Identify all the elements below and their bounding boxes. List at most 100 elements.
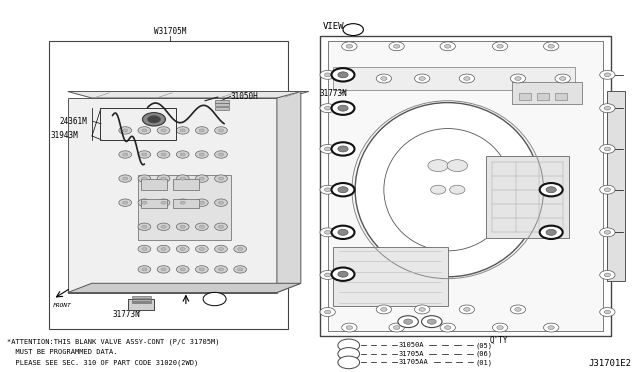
Circle shape [332,183,355,196]
Bar [141,179,167,190]
Circle shape [450,185,465,194]
Circle shape [600,70,615,79]
Bar [173,179,198,190]
Circle shape [157,223,170,231]
Bar [214,100,228,103]
Bar [214,103,228,106]
Text: 31773N: 31773N [320,89,348,98]
Circle shape [161,177,166,180]
Circle shape [320,308,335,317]
Circle shape [422,316,442,328]
Circle shape [324,188,331,192]
Circle shape [119,175,132,182]
Circle shape [176,127,189,134]
Text: FRONT: FRONT [53,303,72,308]
Circle shape [338,356,360,369]
Bar [132,296,151,298]
Circle shape [138,175,151,182]
Circle shape [195,245,208,253]
Circle shape [142,177,147,180]
Circle shape [338,146,348,152]
Polygon shape [277,92,301,292]
Circle shape [497,326,503,330]
Circle shape [214,151,227,158]
Circle shape [199,201,204,204]
Bar [132,302,151,304]
Circle shape [381,308,387,311]
Circle shape [338,339,360,352]
Circle shape [604,106,611,110]
Bar [49,41,288,329]
Circle shape [404,319,413,324]
Circle shape [338,72,348,78]
Circle shape [203,292,226,306]
Circle shape [324,106,331,110]
Circle shape [138,127,151,134]
Circle shape [555,74,570,83]
Circle shape [604,147,611,151]
Circle shape [338,105,348,111]
Circle shape [176,175,189,182]
Circle shape [543,42,559,51]
Circle shape [428,319,436,324]
Circle shape [510,305,525,314]
Bar [486,156,569,238]
Circle shape [195,223,208,231]
Circle shape [161,201,166,204]
Text: A: A [351,27,355,32]
Bar [328,41,603,331]
Circle shape [138,266,151,273]
Circle shape [119,199,132,206]
Circle shape [343,24,364,36]
Text: 31705AA: 31705AA [399,359,428,365]
Circle shape [543,323,559,332]
Text: *ATTENTION:THIS BLANK VALVE ASSY-CONT (P/C 31705M): *ATTENTION:THIS BLANK VALVE ASSY-CONT (P… [7,339,220,345]
Circle shape [460,305,474,314]
Circle shape [320,104,335,113]
Circle shape [195,199,208,206]
Circle shape [218,201,223,204]
Circle shape [497,44,503,48]
Circle shape [546,187,556,193]
Circle shape [157,151,170,158]
Bar [511,82,582,105]
Circle shape [138,245,151,253]
Circle shape [604,273,611,277]
Circle shape [142,247,147,250]
Bar [132,299,151,301]
Circle shape [234,266,246,273]
Circle shape [604,231,611,234]
Circle shape [419,77,426,80]
Circle shape [237,247,243,250]
Circle shape [195,127,208,134]
Circle shape [324,310,331,314]
Text: J31701E2: J31701E2 [589,359,632,368]
Circle shape [324,273,331,277]
Circle shape [464,308,470,311]
Circle shape [180,177,185,180]
Circle shape [176,245,189,253]
Circle shape [324,73,331,77]
Circle shape [415,305,430,314]
Circle shape [218,177,223,180]
Circle shape [180,153,185,156]
Circle shape [600,104,615,113]
Text: W31705M: W31705M [154,27,186,36]
Circle shape [342,42,357,51]
Circle shape [176,223,189,231]
Circle shape [419,308,426,311]
Circle shape [320,270,335,279]
Text: A: A [212,296,216,302]
Polygon shape [68,92,309,98]
Bar [519,93,531,100]
Circle shape [143,113,166,126]
Text: (06): (06) [476,351,493,357]
Circle shape [214,266,227,273]
Circle shape [180,201,185,204]
Text: c: c [347,360,351,365]
Circle shape [199,268,204,271]
Circle shape [195,175,208,182]
Circle shape [600,144,615,153]
Bar [333,67,575,90]
Circle shape [604,73,611,77]
